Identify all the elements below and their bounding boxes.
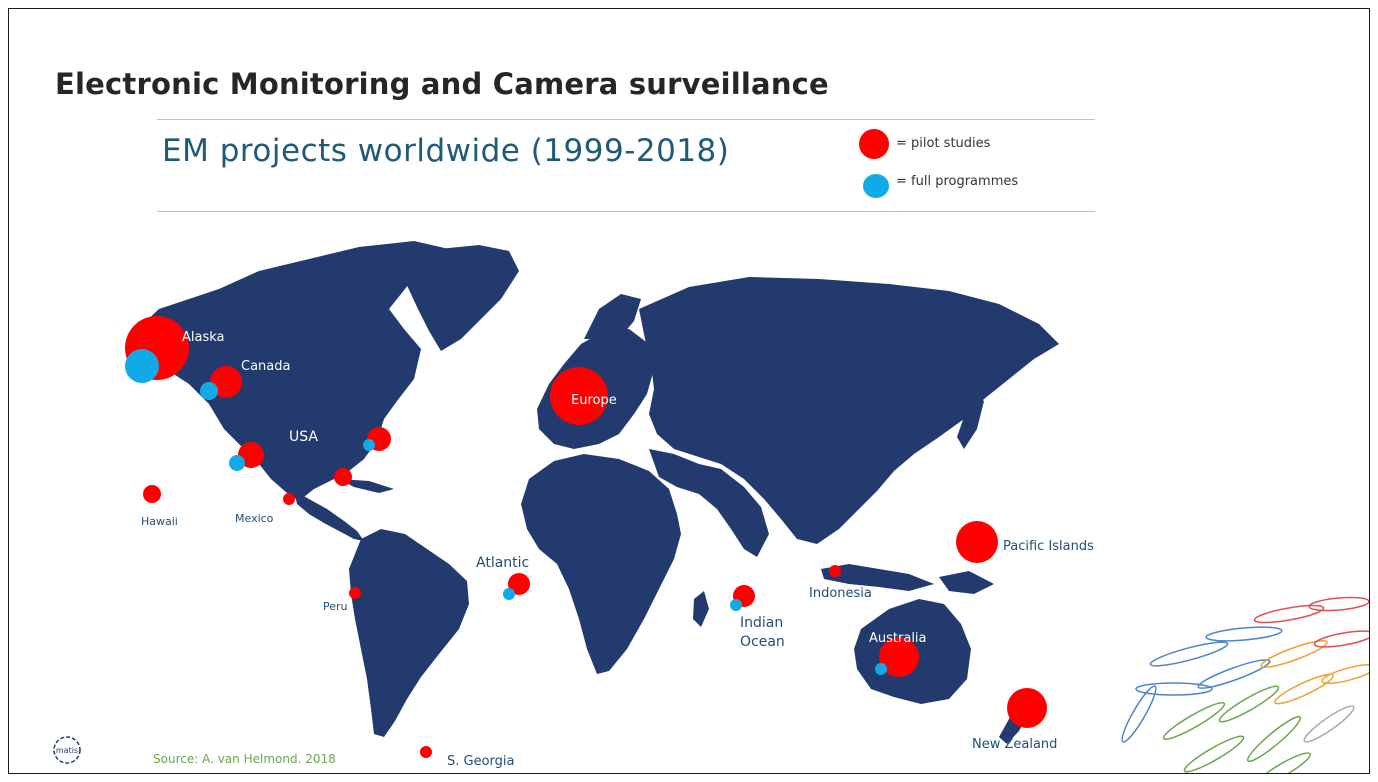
marker-canada-full (200, 382, 218, 400)
scandinavia (584, 294, 641, 339)
marker-australia-pilot (879, 637, 919, 677)
label-indian-ocean-line1: Indian (740, 615, 783, 631)
label-indonesia: Indonesia (809, 586, 872, 601)
label-alaska: Alaska (182, 330, 225, 345)
label-gulf-of-mexico: G. of Mexico (361, 469, 429, 482)
marker-pacific-islands-pilot (956, 521, 998, 563)
title-bottom-rule (157, 211, 1095, 212)
continents (127, 241, 1059, 744)
marker-usa-east-full (363, 439, 375, 451)
marker-mexico-pilot (283, 493, 295, 505)
markers (125, 316, 1047, 758)
label-south-georgia: S. Georgia (447, 754, 515, 769)
label-pacific-islands: Pacific Islands (1003, 539, 1094, 554)
indonesia-islands (821, 564, 934, 591)
marker-south-georgia-pilot (420, 746, 432, 758)
world-map: Alaska Canada USA G. of Mexico Hawaii Me… (125, 241, 1369, 773)
label-peru: Peru (323, 600, 348, 613)
legend-pilot-label: = pilot studies (896, 136, 991, 151)
label-hawaii: Hawaii (141, 515, 178, 528)
legend-full-dot (863, 174, 889, 198)
marker-indian-ocean-full (730, 599, 742, 611)
caribbean-islands (339, 479, 394, 493)
marker-usa-west-full (229, 455, 245, 471)
svg-text:matis: matis (56, 746, 78, 755)
marker-peru-pilot (349, 587, 361, 599)
marker-europe-pilot (550, 367, 608, 425)
label-canada: Canada (241, 359, 290, 374)
marker-gulf-of-mexico-pilot (334, 468, 352, 486)
marker-canada-pilot (210, 366, 242, 398)
marker-new-zealand-pilot (1007, 688, 1047, 728)
greenland (401, 245, 519, 351)
source-citation: Source: A. van Helmond. 2018 (153, 752, 336, 766)
marker-alaska-full (125, 349, 159, 383)
india-arabia (649, 449, 769, 557)
slide: Electronic Monitoring and Camera surveil… (8, 8, 1370, 774)
label-new-zealand: New Zealand (972, 737, 1057, 752)
label-australia: Australia (869, 631, 927, 646)
label-europe: Europe (571, 393, 617, 408)
title-top-rule (157, 119, 1095, 120)
legend-full-label: = full programmes (896, 174, 1019, 189)
south-america (349, 529, 469, 737)
central-america (294, 491, 364, 541)
africa (521, 454, 681, 674)
marker-australia-full (875, 663, 887, 675)
madagascar (693, 591, 709, 627)
label-usa: USA (289, 429, 318, 445)
marker-hawaii-pilot (143, 485, 161, 503)
label-atlantic: Atlantic (476, 555, 529, 571)
asia (639, 277, 1059, 544)
marker-atlantic-pilot (508, 573, 530, 595)
marker-indonesia-pilot (829, 565, 841, 577)
region-labels: Alaska Canada USA G. of Mexico Hawaii Me… (141, 330, 1094, 769)
matis-logo: matis (53, 736, 81, 764)
slide-title: Electronic Monitoring and Camera surveil… (55, 67, 829, 101)
new-guinea (939, 571, 994, 594)
map-subtitle: EM projects worldwide (1999-2018) (162, 133, 730, 169)
japan (957, 389, 984, 449)
legend-pilot-dot (859, 129, 889, 159)
decorative-petal-pattern (1121, 596, 1369, 773)
label-indian-ocean-line2: Ocean (740, 634, 785, 650)
marker-atlantic-full (503, 588, 515, 600)
label-mexico: Mexico (235, 512, 274, 525)
